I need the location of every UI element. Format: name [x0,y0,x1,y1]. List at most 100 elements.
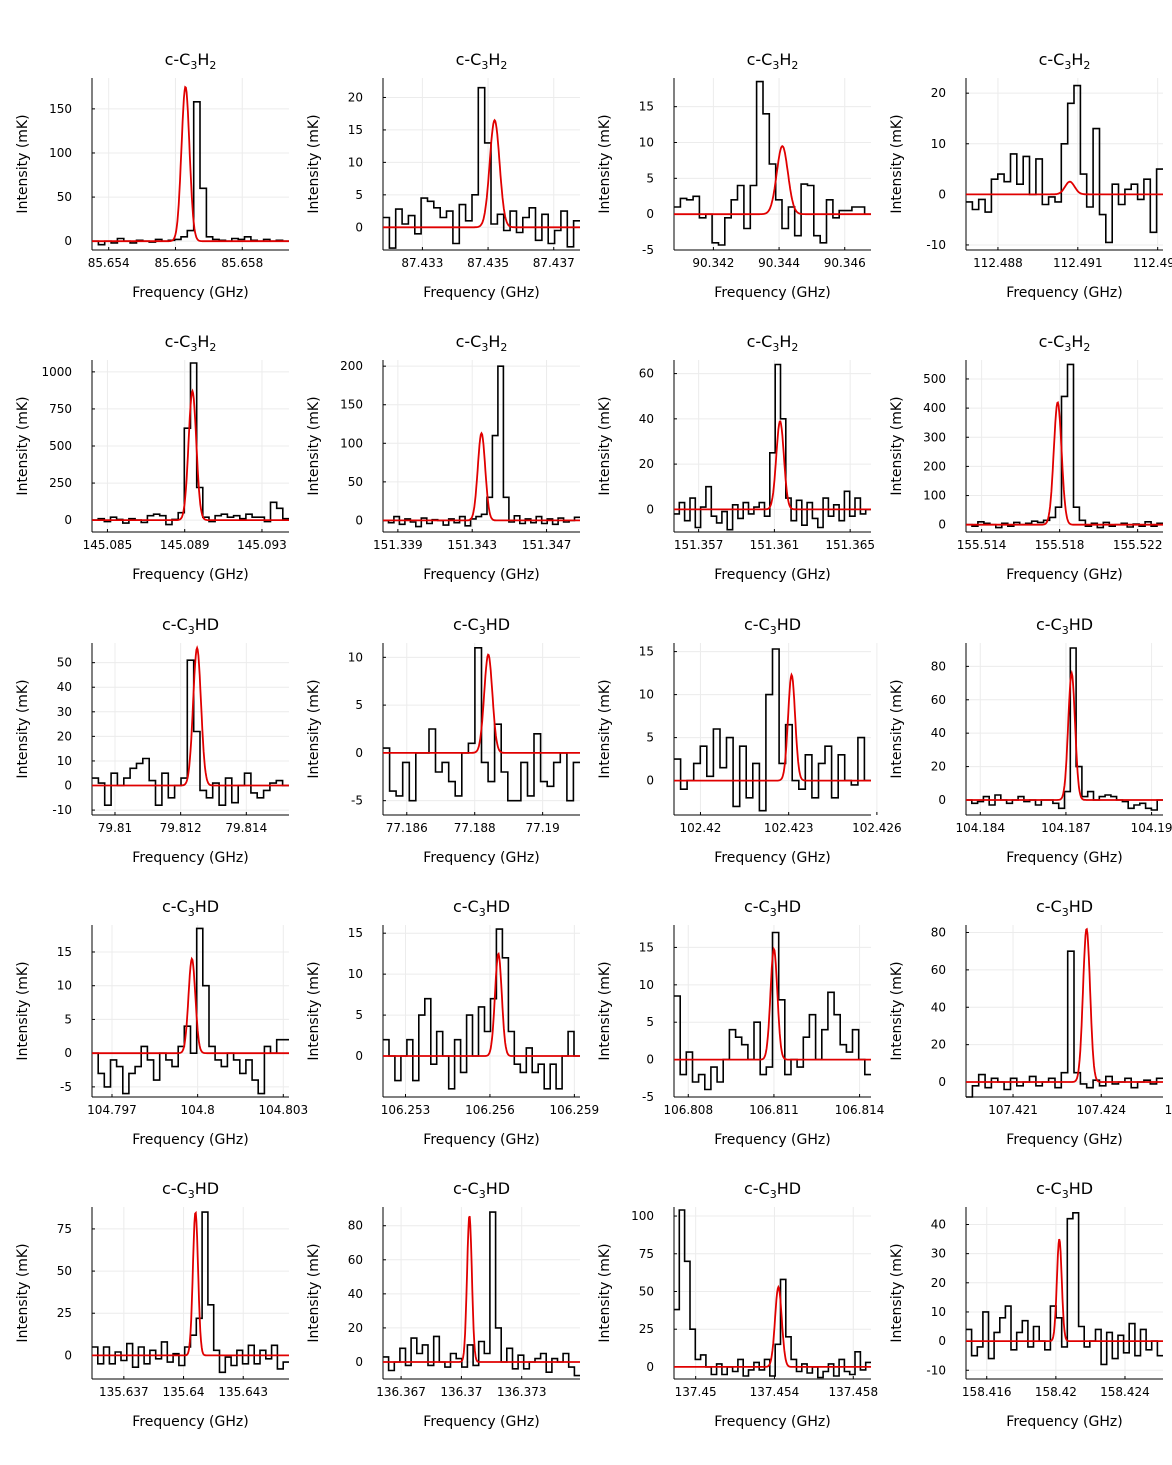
observed-spectrum [92,1211,289,1374]
y-tick-label: 10 [639,978,654,992]
x-tick-label: 136.367 [376,1385,426,1399]
x-tick-label: 106.814 [835,1103,885,1117]
spectrum-panel: 145.085 145.089 145.093 0 250 500 750 1000 c-C3H… [15,332,289,583]
fit-curve [966,1238,1163,1342]
spectrum-panel: 104.797 104.8 104.803 -5 0 5 10 15 c-C3HD Frequen… [15,897,308,1148]
y-tick-label: 50 [57,1264,72,1278]
x-tick-label: 87.437 [533,256,575,270]
panel-title: c-C3H2 [165,332,217,354]
y-tick-label: -5 [351,794,363,808]
x-tick-label: 79.81 [98,821,132,835]
x-axis-title: Frequency (GHz) [132,285,248,301]
x-tick-label: 135.637 [99,1385,149,1399]
x-axis-title: Frequency (GHz) [1006,285,1122,301]
x-tick-label: 102.426 [852,821,902,835]
spectrum-panel: 107.421 107.424 107.427 0 20 40 60 80 c-C3HD Freq… [889,897,1172,1148]
y-tick-label: 20 [931,86,946,100]
x-tick-label: 90.346 [824,256,866,270]
x-tick-label: 79.812 [160,821,202,835]
y-tick-label: 40 [348,1287,363,1301]
panel-title: c-C3HD [1036,1179,1093,1201]
x-tick-label: 155.514 [957,538,1007,552]
y-tick-label: 0 [64,513,72,527]
y-tick-label: 50 [57,190,72,204]
x-tick-label: 151.365 [825,538,875,552]
y-tick-label: 5 [646,731,654,745]
y-axis-title: Intensity (mK) [15,1243,31,1342]
x-tick-label: 102.42 [679,821,721,835]
panel-title: c-C3H2 [747,332,799,354]
fit-curve [966,669,1163,801]
spectrum-panel: 158.416 158.42 158.424 -10 0 10 20 30 40 c-C3HD Fr… [889,1179,1163,1430]
y-tick-label: 80 [931,925,946,939]
x-tick-label: 107.421 [988,1103,1038,1117]
x-tick-label: 85.654 [88,256,130,270]
y-tick-label: -10 [52,803,72,817]
y-tick-label: 10 [348,650,363,664]
fit-curve [966,180,1163,196]
y-tick-label: 40 [931,726,946,740]
y-tick-label: 0 [355,220,363,234]
x-tick-label: 151.347 [522,538,572,552]
x-tick-label: 87.435 [467,256,509,270]
x-axis-title: Frequency (GHz) [1006,1414,1122,1430]
panel-title: c-C3HD [162,615,219,637]
x-tick-label: 85.658 [221,256,263,270]
y-tick-label: 15 [348,926,363,940]
panel-title: c-C3HD [162,1179,219,1201]
x-tick-label: 112.494 [1133,256,1172,270]
y-tick-label: 250 [49,476,72,490]
x-axis-title: Frequency (GHz) [423,1132,539,1148]
y-tick-label: -5 [60,1080,72,1094]
y-tick-label: 100 [49,146,72,160]
y-tick-label: 0 [646,774,654,788]
y-axis-title: Intensity (mK) [597,961,613,1060]
y-tick-label: 40 [57,680,72,694]
x-tick-label: 90.342 [692,256,734,270]
y-tick-label: 0 [646,1053,654,1067]
observed-spectrum [92,927,289,1095]
panel-title: c-C3HD [744,897,801,919]
y-tick-label: 60 [639,367,654,381]
spectrum-panel: 85.654 85.656 85.658 0 50 100 150 c-C3H2 Frequen… [15,50,289,301]
x-tick-label: 104.184 [955,821,1005,835]
y-tick-label: 150 [340,398,363,412]
y-tick-label: 15 [639,645,654,659]
x-tick-label: 104.803 [258,1103,308,1117]
y-tick-label: 0 [646,502,654,516]
x-tick-label: 137.454 [750,1385,800,1399]
panel-title: c-C3H2 [1039,50,1091,72]
y-axis-title: Intensity (mK) [889,679,905,778]
y-tick-label: 400 [923,401,946,415]
y-axis-title: Intensity (mK) [15,396,31,495]
fit-curve [674,1284,871,1368]
x-tick-label: 112.488 [973,256,1023,270]
y-tick-label: 25 [639,1322,654,1336]
y-tick-label: 30 [931,1247,946,1261]
x-tick-label: 151.357 [674,538,724,552]
y-tick-label: 40 [931,1000,946,1014]
x-tick-label: 135.643 [218,1385,268,1399]
observed-spectrum [92,362,289,526]
panel-title: c-C3H2 [165,50,217,72]
spectrum-panel: 90.342 90.344 90.346 -5 0 5 10 15 c-C3H2 Frequenc… [597,50,871,301]
panel-title: c-C3HD [744,615,801,637]
x-axis-title: Frequency (GHz) [714,1414,830,1430]
y-tick-label: 5 [355,1008,363,1022]
x-tick-label: 104.187 [1041,821,1091,835]
x-tick-label: 155.518 [1035,538,1085,552]
x-tick-label: 145.089 [160,538,210,552]
y-axis-title: Intensity (mK) [15,114,31,213]
y-tick-label: 15 [639,940,654,954]
panel-title: c-C3HD [453,615,510,637]
x-tick-label: 145.093 [237,538,287,552]
x-axis-title: Frequency (GHz) [132,567,248,583]
spectrum-panel: 106.808 106.811 106.814 -5 0 5 10 15 c-C3HD Frequ… [597,897,884,1148]
x-tick-label: 77.19 [525,821,559,835]
y-tick-label: -5 [642,243,654,257]
x-tick-label: 151.343 [447,538,497,552]
x-tick-label: 145.085 [83,538,133,552]
y-tick-label: 20 [931,760,946,774]
y-tick-label: 300 [923,430,946,444]
y-tick-label: 500 [923,372,946,386]
